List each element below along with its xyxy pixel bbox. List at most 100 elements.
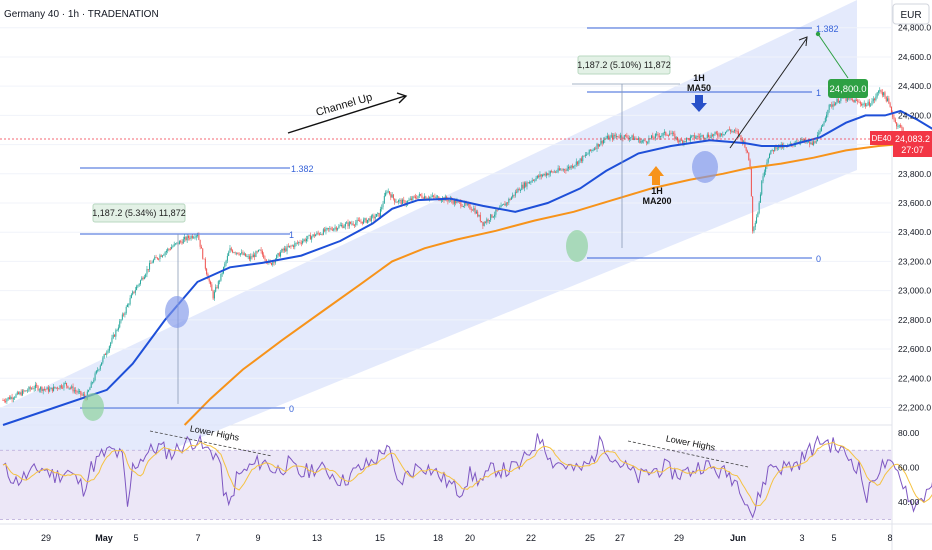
candle-body xyxy=(37,386,39,391)
candle-body xyxy=(233,252,235,254)
candle-body xyxy=(545,173,547,176)
blue-circle-2[interactable] xyxy=(692,151,718,183)
time-tick-label: 20 xyxy=(465,533,475,543)
price-axis[interactable]: 24,800.024,600.024,400.024,200.024,000.0… xyxy=(898,23,931,413)
candle-body xyxy=(586,154,588,156)
candle-body xyxy=(536,175,538,178)
green-circle-2[interactable] xyxy=(566,230,588,262)
candle-body xyxy=(708,134,710,138)
channel-up-arrow-line xyxy=(287,95,406,134)
candle-body xyxy=(496,209,498,211)
candle-body xyxy=(521,184,523,190)
candle-body xyxy=(391,194,393,198)
candle-body xyxy=(94,373,96,381)
candle-body xyxy=(735,130,737,132)
candle-body xyxy=(736,131,738,132)
candle-body xyxy=(600,140,602,145)
fib-left-label-1382: 1.382 xyxy=(291,164,314,174)
candle-body xyxy=(409,198,411,200)
ma200-line[interactable] xyxy=(183,140,932,426)
price-range-left[interactable]: 1,187.2 (5.34%) 11,872 xyxy=(92,203,186,404)
candle-body xyxy=(618,137,620,138)
fib-extension-left[interactable]: 1.382 1 0 xyxy=(80,164,314,414)
rsi-axis[interactable]: 80.00 60.00 40.00 xyxy=(898,428,920,507)
candle-body xyxy=(320,233,322,235)
candle-body xyxy=(852,99,854,101)
candle-body xyxy=(439,200,441,202)
candle-body xyxy=(526,182,528,187)
price-tick-label: 23,400.0 xyxy=(898,227,931,237)
candle-body xyxy=(229,248,231,253)
rsi-line[interactable] xyxy=(2,433,932,519)
blue-circle-1[interactable] xyxy=(165,296,189,328)
candle-body xyxy=(114,334,116,337)
candle-body xyxy=(329,228,331,230)
candle-body xyxy=(159,255,161,259)
ma50-line[interactable] xyxy=(2,109,932,426)
rsi-ma-line[interactable] xyxy=(2,441,932,507)
measure-left-label: 1,187.2 (5.34%) 11,872 xyxy=(92,208,185,218)
candle-body xyxy=(874,98,876,101)
candle-body xyxy=(835,102,837,106)
candle-body xyxy=(278,253,280,257)
candle-body xyxy=(368,218,370,220)
price-tick-label: 23,000.0 xyxy=(898,286,931,296)
candle-body xyxy=(652,135,654,138)
candle-body xyxy=(308,235,310,236)
candle-body xyxy=(898,125,900,127)
candle-body xyxy=(749,160,751,167)
candle-body xyxy=(370,215,372,222)
candle-body xyxy=(695,137,697,139)
candle-body xyxy=(225,260,227,264)
candle-body xyxy=(525,182,527,187)
candle-body xyxy=(671,132,673,134)
candle-body xyxy=(422,197,424,199)
candle-body xyxy=(837,98,839,103)
time-tick-label: 25 xyxy=(585,533,595,543)
channel-up-band[interactable] xyxy=(0,0,857,520)
candle-body xyxy=(901,126,903,128)
candle-body xyxy=(414,196,416,198)
green-circle-1[interactable] xyxy=(82,393,104,421)
candle-body xyxy=(639,138,641,143)
candle-body xyxy=(453,199,455,204)
candle-body xyxy=(304,239,306,242)
candle-body xyxy=(60,385,62,388)
projection-arrow[interactable] xyxy=(729,36,808,149)
fib-extension-right[interactable]: 1.382 1 0 xyxy=(587,24,839,264)
candle-body xyxy=(58,388,60,390)
candle-body xyxy=(6,399,8,402)
candle-body xyxy=(482,221,484,226)
currency-button[interactable] xyxy=(892,3,930,25)
candle-body xyxy=(138,283,140,286)
rsi-pane[interactable] xyxy=(0,433,932,520)
candle-body xyxy=(383,195,385,204)
time-tick-label: 3 xyxy=(799,533,804,543)
projection-arrow-head xyxy=(798,36,808,47)
target-callout[interactable]: 24,800.0 xyxy=(815,31,868,98)
candle-body xyxy=(139,280,141,284)
ma200-callout[interactable]: 1H MA200 xyxy=(642,166,672,206)
candle-body xyxy=(120,319,122,322)
candle-body xyxy=(750,166,752,197)
time-tick-label: 7 xyxy=(195,533,200,543)
candle-body xyxy=(374,216,376,219)
candle-body xyxy=(858,101,860,103)
time-axis[interactable]: 29 May 5 7 9 13 15 18 20 22 25 27 29 Jun 3 5 8 xyxy=(41,533,893,543)
candle-body xyxy=(434,196,436,198)
price-range-right[interactable]: 1,187.2 (5.10%) 11,872 xyxy=(572,55,680,248)
candle-body xyxy=(164,252,166,255)
ma50-callout[interactable]: 1H MA50 xyxy=(687,73,711,112)
ma200-up-arrow-icon xyxy=(648,166,664,185)
candle-body xyxy=(324,229,326,232)
candle-body xyxy=(717,133,719,136)
current-price-tag[interactable]: DE40 24,083.2 27:07 xyxy=(870,131,932,157)
candle-body xyxy=(562,169,564,171)
candle-body xyxy=(767,158,769,163)
candle-body xyxy=(121,314,123,320)
candle-body xyxy=(689,136,691,141)
candle-body xyxy=(206,268,208,275)
candle-body xyxy=(592,149,594,151)
candle-body xyxy=(156,257,158,259)
